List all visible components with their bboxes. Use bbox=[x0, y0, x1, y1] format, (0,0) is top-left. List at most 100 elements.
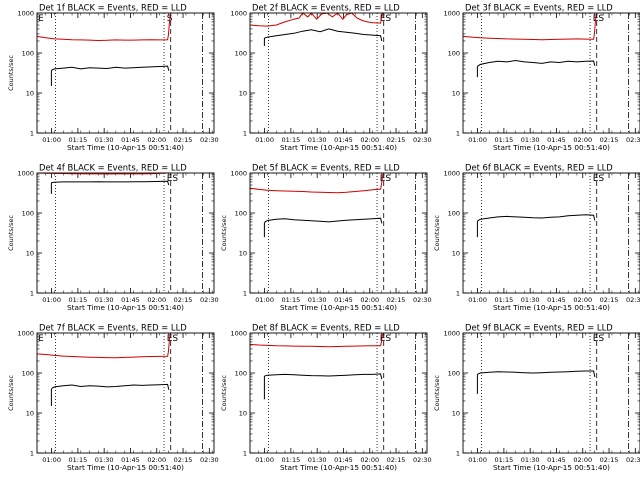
plot-panel-3: Det 3f BLACK = Events, RED = LLD 1 10 100 10… bbox=[443, 3, 640, 152]
x-tick-label: 01:30 bbox=[521, 296, 540, 304]
y-axis-label: Counts/sec bbox=[7, 215, 15, 251]
y-tick-label: 10 bbox=[26, 409, 34, 417]
y-tick-label: 1000 bbox=[443, 9, 460, 17]
plot-frame bbox=[36, 172, 215, 294]
y-tick-label: 1 bbox=[30, 129, 34, 137]
plot-title: Det 5f BLACK = Events, RED = LLD bbox=[252, 163, 400, 173]
start-marker-label: E bbox=[38, 334, 44, 344]
event-line-label: ES bbox=[593, 14, 605, 24]
event-line-label: ES bbox=[593, 334, 605, 344]
x-axis-label: Start Time (10-Apr-15 00:51:40) bbox=[67, 143, 184, 152]
x-tick-label: 02:30 bbox=[413, 136, 432, 144]
y-tick-label: 1 bbox=[243, 449, 247, 457]
x-tick-label: 02:30 bbox=[626, 136, 640, 144]
plot-panel-2: Det 2f BLACK = Events, RED = LLD 1 10 100 10… bbox=[230, 3, 431, 153]
y-tick-label: 100 bbox=[22, 369, 34, 377]
x-tick-label: 01:00 bbox=[468, 136, 487, 144]
series-line-lld bbox=[249, 332, 384, 348]
plot-panel-6: Det 6f BLACK = Events, RED = LLD 1 10 100 10… bbox=[433, 163, 640, 312]
y-tick-label: 10 bbox=[239, 249, 247, 257]
x-tick-label: 01:30 bbox=[308, 456, 327, 464]
x-tick-label: 01:45 bbox=[547, 136, 566, 144]
series-line-events bbox=[476, 370, 596, 394]
y-axis-label: Counts/sec bbox=[433, 215, 441, 251]
x-tick-label: 01:15 bbox=[69, 296, 88, 304]
plot-panel-9: Det 9f BLACK = Events, RED = LLD 1 10 100 10… bbox=[433, 323, 640, 472]
x-tick-label: 01:30 bbox=[95, 136, 114, 144]
y-tick-label: 1000 bbox=[230, 329, 247, 337]
plot-frame bbox=[36, 332, 215, 454]
x-tick-label: 02:00 bbox=[360, 136, 379, 144]
plot-panel-5: Det 5f BLACK = Events, RED = LLD 1 10 100 10… bbox=[220, 163, 432, 313]
y-tick-label: 100 bbox=[448, 369, 460, 377]
x-axis-label: Start Time (10-Apr-15 00:51:40) bbox=[493, 463, 610, 472]
x-tick-label: 01:15 bbox=[282, 136, 301, 144]
x-tick-label: 02:30 bbox=[200, 456, 219, 464]
y-tick-label: 1000 bbox=[17, 169, 34, 177]
y-tick-label: 1000 bbox=[17, 329, 34, 337]
plot-title: Det 2f BLACK = Events, RED = LLD bbox=[252, 3, 400, 13]
series-line-events bbox=[476, 59, 596, 78]
y-tick-label: 10 bbox=[26, 89, 34, 97]
y-axis-label: Counts/sec bbox=[433, 375, 441, 411]
x-tick-label: 02:00 bbox=[147, 456, 166, 464]
x-tick-label: 01:45 bbox=[121, 296, 140, 304]
x-tick-label: 01:00 bbox=[468, 296, 487, 304]
x-tick-label: 01:30 bbox=[521, 456, 540, 464]
x-axis-label: Start Time (10-Apr-15 00:51:40) bbox=[280, 463, 397, 472]
y-tick-label: 1 bbox=[243, 289, 247, 297]
y-tick-label: 100 bbox=[448, 49, 460, 57]
plot-title: Det 1f BLACK = Events, RED = LLD bbox=[39, 3, 187, 13]
x-tick-label: 02:15 bbox=[387, 296, 406, 304]
x-tick-label: 01:15 bbox=[282, 456, 301, 464]
y-tick-label: 1 bbox=[30, 289, 34, 297]
y-axis-label: Counts/sec bbox=[220, 375, 228, 411]
plot-title: Det 3f BLACK = Events, RED = LLD bbox=[465, 3, 613, 13]
x-tick-label: 01:45 bbox=[547, 456, 566, 464]
plot-frame bbox=[462, 332, 640, 454]
x-tick-label: 01:15 bbox=[69, 456, 88, 464]
x-tick-label: 01:00 bbox=[255, 296, 274, 304]
series-line-lld bbox=[36, 12, 171, 42]
x-tick-label: 02:00 bbox=[573, 136, 592, 144]
series-line-lld bbox=[249, 172, 384, 194]
plot-title: Det 8f BLACK = Events, RED = LLD bbox=[252, 323, 400, 333]
y-tick-label: 10 bbox=[452, 89, 460, 97]
plot-title: Det 4f BLACK = Events, RED = LLD bbox=[39, 163, 187, 173]
plot-title: Det 7f BLACK = Events, RED = LLD bbox=[39, 323, 187, 333]
x-tick-label: 02:15 bbox=[600, 296, 619, 304]
x-tick-label: 01:30 bbox=[95, 456, 114, 464]
event-line-label: ES bbox=[380, 14, 392, 24]
plot-frame bbox=[36, 12, 215, 134]
x-tick-label: 02:15 bbox=[387, 136, 406, 144]
x-tick-label: 02:30 bbox=[413, 456, 432, 464]
plot-frame bbox=[462, 12, 640, 134]
x-axis-label: Start Time (10-Apr-15 00:51:40) bbox=[67, 303, 184, 312]
plot-frame bbox=[462, 172, 640, 294]
y-tick-label: 1 bbox=[456, 449, 460, 457]
x-tick-label: 02:15 bbox=[174, 456, 193, 464]
y-tick-label: 100 bbox=[235, 369, 247, 377]
plot-title: Det 6f BLACK = Events, RED = LLD bbox=[465, 163, 613, 173]
plot-panel-4: Det 4f BLACK = Events, RED = LLD 1 10 100 10… bbox=[7, 163, 219, 313]
x-tick-label: 01:30 bbox=[521, 136, 540, 144]
x-tick-label: 01:30 bbox=[308, 296, 327, 304]
event-line-label: ES bbox=[167, 334, 179, 344]
x-tick-label: 02:15 bbox=[174, 136, 193, 144]
x-tick-label: 02:00 bbox=[573, 296, 592, 304]
x-tick-label: 01:00 bbox=[42, 136, 61, 144]
y-tick-label: 1 bbox=[456, 289, 460, 297]
x-axis-label: Start Time (10-Apr-15 00:51:40) bbox=[493, 303, 610, 312]
x-tick-label: 02:00 bbox=[360, 456, 379, 464]
x-tick-label: 01:15 bbox=[495, 296, 514, 304]
start-marker-label: E bbox=[38, 14, 44, 24]
y-tick-label: 1 bbox=[243, 129, 247, 137]
y-tick-label: 1000 bbox=[230, 169, 247, 177]
x-tick-label: 01:45 bbox=[547, 296, 566, 304]
x-tick-label: 01:45 bbox=[334, 136, 353, 144]
x-tick-label: 01:45 bbox=[121, 456, 140, 464]
x-tick-label: 01:15 bbox=[282, 296, 301, 304]
